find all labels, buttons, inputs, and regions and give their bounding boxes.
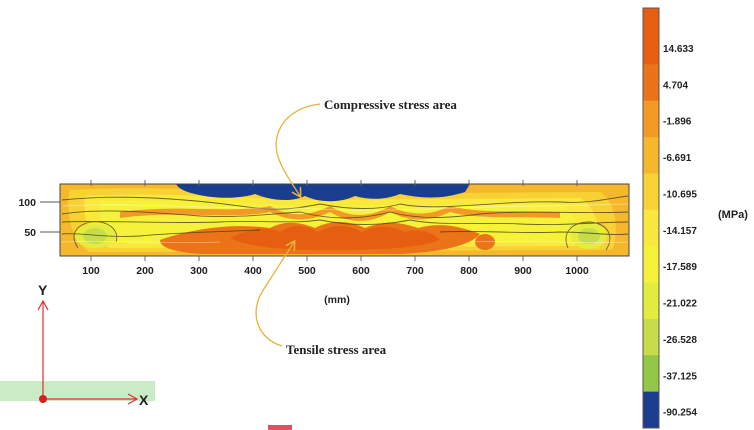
colorbar-segment bbox=[643, 391, 659, 429]
plot-frame bbox=[59, 183, 630, 257]
colorbar-label: -10.695 bbox=[663, 189, 697, 200]
colorbar-segment bbox=[643, 282, 659, 320]
y-tick-label: 50 bbox=[24, 227, 36, 239]
colorbar-label: -14.157 bbox=[663, 226, 697, 237]
colorbar-label: -90.254 bbox=[663, 408, 697, 419]
x-axis-ticks: 100 200 300 400 500 600 700 800 900 1000 bbox=[82, 265, 589, 277]
compressive-annotation: Compressive stress area bbox=[324, 97, 457, 112]
colorbar: 14.633 4.704 -1.896 -6.691 -10.695 -14.157 -17… bbox=[642, 7, 697, 429]
colorbar-segment bbox=[643, 209, 659, 247]
tensile-arrow bbox=[255, 242, 294, 347]
y-tick-label: 100 bbox=[18, 197, 36, 209]
y-axis-ticks: 100 50 bbox=[18, 197, 60, 239]
x-tick-label: 400 bbox=[244, 265, 262, 277]
x-tick-label: 1000 bbox=[565, 265, 589, 277]
colorbar-label: -26.528 bbox=[663, 335, 697, 346]
x-tick-label: 800 bbox=[460, 265, 478, 277]
colorbar-label: -17.589 bbox=[663, 262, 697, 273]
x-tick-label: 200 bbox=[136, 265, 154, 277]
colorbar-label: -1.896 bbox=[663, 117, 692, 128]
x-tick-label: 900 bbox=[514, 265, 532, 277]
colorbar-label: 4.704 bbox=[663, 80, 688, 91]
colorbar-segment bbox=[643, 64, 659, 102]
y-axis-letter: Y bbox=[38, 282, 48, 298]
x-axis-letter: X bbox=[139, 392, 149, 408]
colorbar-label: 14.633 bbox=[663, 44, 694, 55]
x-tick-label: 500 bbox=[298, 265, 316, 277]
contour-map bbox=[60, 184, 629, 256]
tensile-annotation: Tensile stress area bbox=[286, 342, 387, 357]
x-tick-label: 300 bbox=[190, 265, 208, 277]
colorbar-segment bbox=[643, 318, 659, 356]
x-tick-label: 100 bbox=[82, 265, 100, 277]
x-axis-unit-label: (mm) bbox=[324, 294, 350, 306]
colorbar-segment bbox=[643, 173, 659, 211]
top-tick-marks bbox=[90, 180, 578, 261]
colorbar-frame bbox=[642, 7, 660, 429]
colorbar-label: -21.022 bbox=[663, 299, 697, 310]
colorbar-segment bbox=[643, 355, 659, 393]
colorbar-segment bbox=[643, 137, 659, 174]
colorbar-label: -37.125 bbox=[663, 371, 697, 382]
colorbar-segment bbox=[643, 100, 659, 138]
colorbar-segment bbox=[643, 28, 659, 65]
colorbar-label: -6.691 bbox=[663, 153, 692, 164]
coordinate-axes: Y X bbox=[37, 282, 149, 408]
colorbar-segment bbox=[643, 8, 659, 28]
compressive-arrow bbox=[275, 103, 321, 196]
colorbar-unit-label: (MPa) bbox=[718, 209, 748, 221]
coordinate-highlight-band bbox=[0, 381, 155, 401]
bottom-marker bbox=[268, 425, 292, 430]
colorbar-segment bbox=[643, 246, 659, 284]
x-tick-label: 600 bbox=[352, 265, 370, 277]
x-tick-label: 700 bbox=[406, 265, 424, 277]
